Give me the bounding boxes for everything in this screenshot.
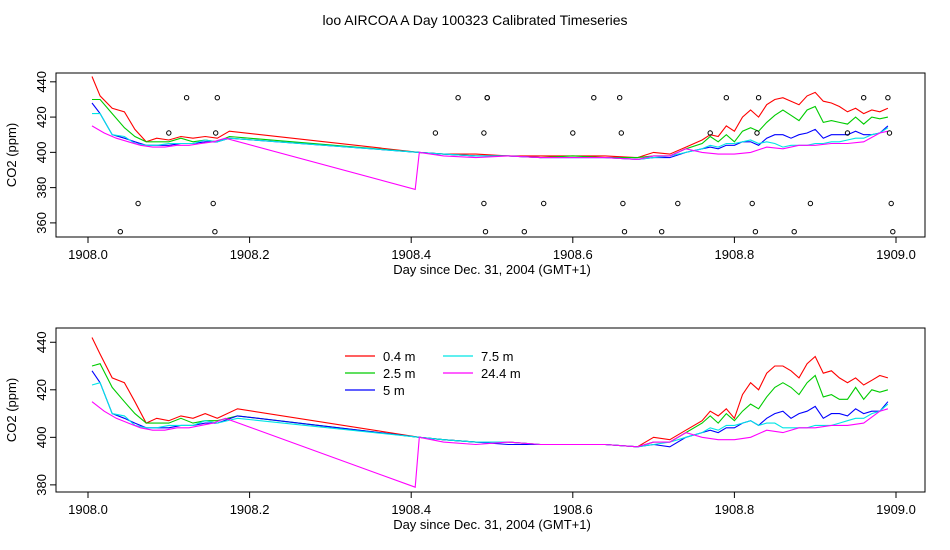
top-flag-point bbox=[432, 130, 439, 136]
top-x-tick-label: 1908.8 bbox=[715, 247, 755, 262]
top-flag-point bbox=[214, 95, 221, 101]
top-flag-point bbox=[888, 200, 894, 207]
legend-entry-label: 0.4 m bbox=[383, 349, 416, 364]
top-y-tick-label: 360 bbox=[34, 212, 49, 234]
bottom-x-tick-label: 1908.2 bbox=[230, 502, 270, 517]
top-flag-point bbox=[754, 130, 760, 136]
legend-entry-label: 24.4 m bbox=[481, 366, 521, 381]
bottom-y-axis-label: CO2 (ppm) bbox=[4, 378, 19, 442]
top-flag-point bbox=[570, 130, 576, 136]
bottom-series-line-24-4-m bbox=[91, 401, 889, 488]
bottom-x-tick-label: 1908.4 bbox=[391, 502, 431, 517]
top-flag-point bbox=[541, 200, 547, 207]
chart-title: loo AIRCOA A Day 100323 Calibrated Times… bbox=[322, 12, 627, 28]
top-flag-point bbox=[807, 200, 814, 207]
top-flag-point bbox=[749, 200, 755, 207]
top-flag-point bbox=[117, 229, 124, 235]
bottom-series-line-0-4-m bbox=[91, 337, 889, 448]
bottom-y-tick-label: 420 bbox=[34, 379, 49, 401]
bottom-x-tick-label: 1909.0 bbox=[876, 502, 916, 517]
top-flag-point bbox=[484, 95, 490, 101]
top-flag-point bbox=[755, 95, 762, 101]
bottom-x-tick-label: 1908.8 bbox=[715, 502, 755, 517]
top-flag-point bbox=[455, 95, 461, 101]
bottom-x-tick-label: 1908.0 bbox=[68, 502, 108, 517]
top-panel: 1908.0 1908.2 1908.4 1908.6 1908.8 1909.0 360 3… bbox=[4, 71, 926, 277]
top-flag-point bbox=[791, 229, 797, 235]
top-x-tick-label: 1908.2 bbox=[230, 247, 270, 262]
legend-entry-label: 2.5 m bbox=[383, 366, 416, 381]
top-y-axis-label: CO2 (ppm) bbox=[4, 123, 19, 187]
top-flag-point bbox=[861, 95, 867, 101]
top-x-tick-label: 1908.0 bbox=[68, 247, 108, 262]
bottom-y-tick-label: 440 bbox=[34, 331, 49, 353]
top-flag-point bbox=[135, 200, 141, 207]
bottom-series-line-7-5-m bbox=[91, 382, 889, 448]
top-flag-point bbox=[886, 130, 893, 136]
top-flag-point bbox=[521, 229, 527, 235]
top-x-tick-label: 1908.6 bbox=[553, 247, 593, 262]
bottom-panel: 1908.0 1908.2 1908.4 1908.6 1908.8 1909.0 380 4… bbox=[4, 327, 926, 532]
top-flag-point bbox=[659, 229, 665, 235]
top-flag-point bbox=[183, 95, 190, 101]
top-plot-frame bbox=[55, 72, 926, 238]
top-series-line-0-4-m bbox=[91, 76, 889, 159]
top-flag-point bbox=[481, 200, 487, 207]
top-y-tick-label: 420 bbox=[34, 106, 49, 128]
top-flag-point bbox=[885, 95, 891, 101]
top-x-tick-label: 1909.0 bbox=[876, 247, 916, 262]
top-flag-point bbox=[213, 130, 219, 136]
top-flag-point bbox=[621, 229, 628, 235]
top-flag-point bbox=[166, 130, 172, 136]
top-flag-point bbox=[844, 130, 851, 136]
bottom-y-tick-label: 400 bbox=[34, 426, 49, 448]
bottom-series-line-2-5-m bbox=[91, 363, 889, 448]
top-flag-point bbox=[752, 229, 759, 235]
legend-entry-label: 7.5 m bbox=[481, 349, 514, 364]
top-flag-point bbox=[482, 229, 489, 235]
top-flag-point bbox=[210, 200, 216, 207]
top-flag-point bbox=[591, 95, 597, 101]
top-flag-point bbox=[707, 130, 713, 136]
top-flag-point bbox=[481, 130, 487, 136]
top-series-line-24-4-m bbox=[91, 125, 889, 191]
bottom-x-axis-label: Day since Dec. 31, 2004 (GMT+1) bbox=[393, 517, 591, 532]
top-x-tick-label: 1908.4 bbox=[391, 247, 431, 262]
top-x-axis-label: Day since Dec. 31, 2004 (GMT+1) bbox=[393, 262, 591, 277]
top-y-tick-label: 400 bbox=[34, 142, 49, 164]
top-series-line-5-m bbox=[91, 102, 889, 160]
top-y-tick-label: 380 bbox=[34, 177, 49, 199]
legend: 0.4 m 2.5 m 5 m 7.5 m 24.4 m bbox=[345, 349, 521, 398]
top-flag-point bbox=[723, 95, 729, 101]
legend-entry-label: 5 m bbox=[383, 383, 405, 398]
top-flag-point bbox=[618, 130, 624, 136]
top-flag-point bbox=[617, 95, 623, 101]
bottom-y-tick-label: 380 bbox=[34, 474, 49, 496]
bottom-plot-frame bbox=[55, 327, 926, 493]
top-series-line-2-5-m bbox=[92, 98, 889, 159]
top-flag-point bbox=[212, 229, 218, 235]
top-flag-point bbox=[890, 229, 896, 235]
top-y-tick-label: 440 bbox=[34, 71, 49, 93]
top-flag-point bbox=[675, 200, 681, 207]
bottom-x-tick-label: 1908.6 bbox=[553, 502, 593, 517]
bottom-series-line-5-m bbox=[91, 370, 889, 448]
top-flag-point bbox=[620, 200, 626, 207]
